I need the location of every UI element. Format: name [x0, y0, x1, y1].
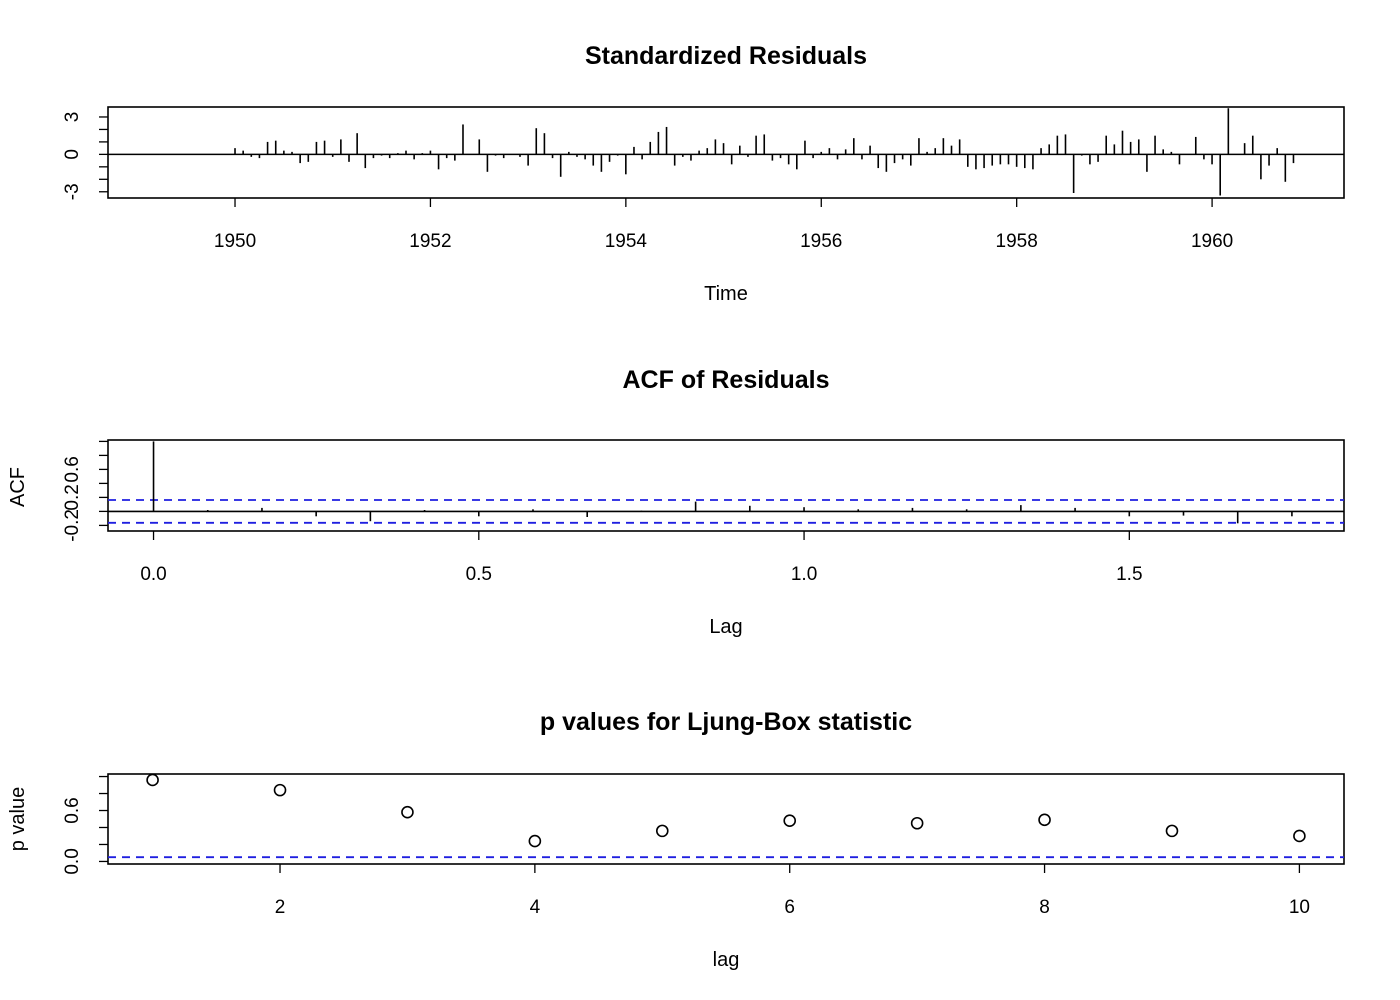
x-tick-label: 1.0 [791, 564, 817, 585]
y-tick-label: 3 [62, 112, 83, 123]
standardized-residuals-panel: Standardized Residuals Time 1950 1952 1954… [62, 42, 1345, 305]
x-tick-label: 8 [1039, 897, 1050, 918]
x-tick-label: 4 [530, 897, 541, 918]
panel-title: p values for Ljung-Box statistic [540, 708, 912, 736]
p-value-point [401, 805, 414, 819]
x-tick-label: 1954 [605, 231, 648, 252]
p-value-point [146, 773, 159, 787]
acf-panel: ACF of Residuals Lag ACF 0.0 0.5 1.0 1.5 -0.… [7, 366, 1345, 638]
x-tick-label: 1950 [214, 231, 256, 252]
y-tick-label: -0.2 [62, 509, 83, 542]
y-tick-label: 0.0 [62, 848, 83, 874]
y-axis-label: p value [7, 787, 29, 852]
residual-bars: 1950 1952 1954 1956 1958 1960 -3 0 3 [62, 106, 1345, 252]
x-tick-label: 0.0 [140, 564, 166, 585]
x-tick-label: 1956 [800, 231, 842, 252]
p-value-point [1165, 824, 1179, 838]
plot-frame [107, 439, 1345, 532]
y-tick-label: 0.6 [62, 797, 83, 823]
p-value-point [1293, 829, 1306, 843]
x-axis-label: Time [704, 283, 748, 305]
y-tick-label: 0 [62, 149, 83, 160]
p-value-point [655, 824, 669, 838]
x-axis-label: lag [713, 949, 740, 971]
y-tick-label: 0.6 [62, 456, 83, 482]
plot-frame [107, 773, 1345, 865]
x-tick-label: 2 [275, 897, 286, 918]
panel-title: ACF of Residuals [623, 366, 830, 394]
p-value-point [910, 816, 924, 830]
x-axis-label: Lag [709, 616, 742, 638]
p-value-points: 2 4 6 8 10 0.0 0.6 [62, 773, 1345, 918]
x-tick-label: 0.5 [466, 564, 492, 585]
acf-bars: 0.0 0.5 1.0 1.5 -0.20.20.6 [62, 439, 1345, 585]
x-tick-label: 1.5 [1116, 564, 1142, 585]
y-axis-label: ACF [7, 467, 29, 507]
x-tick-label: 1960 [1191, 231, 1233, 252]
x-tick-label: 10 [1289, 897, 1310, 918]
p-value-point [528, 834, 542, 848]
ljung-box-panel: p values for Ljung-Box statistic lag p v… [7, 708, 1345, 971]
p-value-point [783, 814, 797, 827]
y-tick-label: -3 [62, 183, 83, 200]
x-tick-label: 6 [784, 897, 795, 918]
x-tick-label: 1952 [409, 231, 451, 252]
p-value-point [1038, 813, 1051, 827]
panel-title: Standardized Residuals [585, 42, 867, 70]
plot-frame [107, 106, 1345, 199]
p-value-point [273, 783, 287, 797]
y-tick-label: 0.2 [62, 484, 83, 510]
x-tick-label: 1958 [996, 231, 1038, 252]
